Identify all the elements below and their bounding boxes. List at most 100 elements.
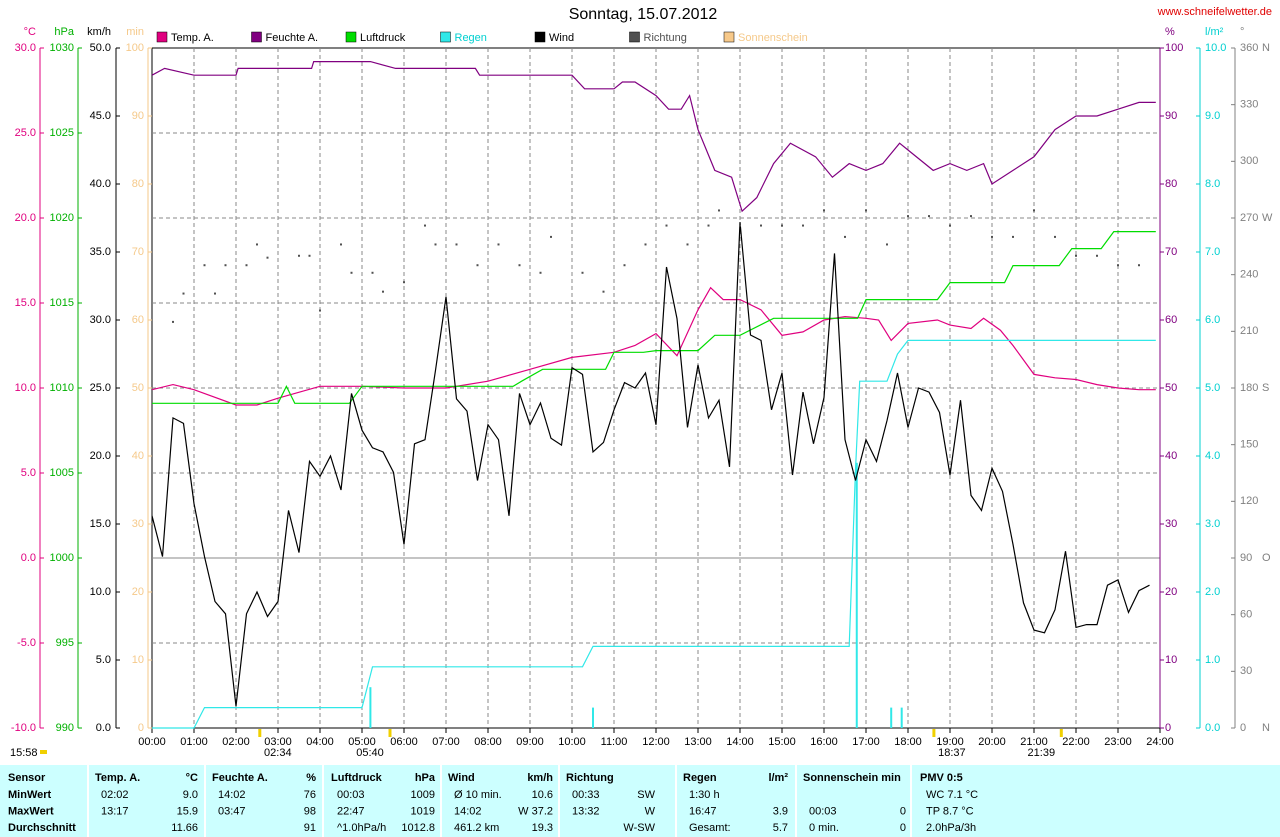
table-cell: 461.2 km (454, 822, 499, 834)
table-cell: 13:17 (101, 805, 129, 817)
rain-bar (855, 462, 858, 728)
table-cell: W-SW (623, 822, 655, 834)
direction-dot (844, 235, 846, 238)
axis-unit: km/h (87, 26, 111, 38)
event-label: 18:37 (938, 747, 966, 759)
time-icon (40, 750, 47, 754)
y-tick-label: 5.0 (21, 467, 36, 479)
x-tick-label: 17:00 (852, 736, 880, 748)
direction-dot (581, 271, 584, 274)
y-tick-label: 25.0 (15, 127, 36, 139)
direction-dot (172, 320, 174, 323)
y-tick-label: 20.0 (90, 450, 111, 462)
table-cell: W 37.2 (518, 805, 553, 817)
x-tick-label: 14:00 (726, 736, 754, 748)
direction-dot (550, 235, 552, 238)
y-tick-label: 50 (1165, 382, 1177, 394)
table-header: Luftdruck (331, 772, 383, 784)
y-tick-label: 1010 (50, 382, 74, 394)
direction-dot (203, 264, 206, 267)
table-header: Wind (448, 772, 475, 784)
x-tick-label: 11:00 (601, 736, 628, 748)
x-tick-label: 12:00 (642, 736, 670, 748)
x-tick-label: 24:00 (1146, 736, 1174, 748)
series-line (151, 61, 1156, 213)
y-tick-label: 995 (56, 637, 74, 649)
y-tick-label: 10.0 (15, 382, 36, 394)
event-marker (258, 729, 262, 737)
x-tick-label: 03:00 (264, 736, 292, 748)
direction-dot (434, 243, 437, 246)
y-tick-label: 0 (138, 722, 144, 734)
compass-label: N (1262, 722, 1270, 734)
direction-dot (298, 254, 300, 257)
table-cell: 9.0 (183, 789, 198, 801)
x-tick-label: 04:00 (306, 736, 334, 748)
y-tick-label: 330 (1240, 99, 1258, 111)
legend-label: Regen (455, 32, 487, 44)
event-marker (388, 729, 392, 737)
legend-label: Sonnenschein (738, 32, 808, 44)
axis-unit: l/m² (1205, 26, 1224, 38)
direction-dot (781, 224, 783, 227)
y-tick-label: 0 (1165, 722, 1171, 734)
table-cell: 11.66 (171, 822, 198, 834)
direction-dot (907, 215, 909, 218)
y-tick-label: 10 (1165, 654, 1177, 666)
table-cell: 91 (304, 822, 316, 834)
y-tick-label: 1030 (50, 42, 74, 54)
compass-label: N (1262, 42, 1270, 54)
x-tick-label: 09:00 (516, 736, 544, 748)
y-tick-label: 990 (56, 722, 74, 734)
direction-dot (707, 224, 710, 227)
y-tick-label: 8.0 (1205, 178, 1220, 190)
y-tick-label: 120 (1240, 495, 1258, 507)
direction-dot (308, 254, 311, 257)
table-cell: 0 (900, 822, 906, 834)
table-background (0, 765, 1280, 837)
y-tick-label: 60 (132, 314, 144, 326)
direction-dot (403, 281, 405, 284)
x-tick-label: 02:00 (222, 736, 250, 748)
table-cell: Gesamt: (689, 822, 731, 834)
y-tick-label: 0 (1240, 722, 1246, 734)
table-unit: l/m² (768, 772, 788, 784)
y-tick-label: 70 (132, 246, 144, 258)
y-tick-label: 45.0 (90, 110, 111, 122)
direction-dot (802, 224, 804, 227)
y-tick-label: 15.0 (15, 297, 36, 309)
y-tick-label: 30 (132, 518, 144, 530)
x-tick-label: 19:00 (936, 736, 964, 748)
x-tick-label: 16:00 (810, 736, 838, 748)
axis-unit: min (126, 26, 144, 38)
direction-dot (823, 209, 825, 212)
direction-dot (1096, 254, 1098, 257)
x-tick-label: 05:00 (348, 736, 376, 748)
y-tick-label: 30 (1165, 518, 1177, 530)
y-tick-label: 360 (1240, 42, 1258, 54)
table-cell: TP 8.7 °C (926, 805, 974, 817)
y-tick-label: 50.0 (90, 42, 111, 54)
x-tick-label: 01:00 (180, 736, 208, 748)
direction-dot (686, 243, 689, 246)
direction-dot (350, 271, 353, 274)
direction-dot (886, 243, 888, 246)
table-cell: 14:02 (218, 789, 246, 801)
legend-swatch (534, 31, 546, 43)
y-tick-label: 6.0 (1205, 314, 1220, 326)
direction-dot (665, 224, 668, 227)
y-tick-label: 30.0 (90, 314, 111, 326)
axis-unit: ° (1240, 26, 1244, 38)
table-cell: 2.0hPa/3h (926, 822, 976, 834)
legend-swatch (156, 31, 168, 43)
table-cell: WC 7.1 °C (926, 789, 978, 801)
x-tick-label: 07:00 (432, 736, 460, 748)
direction-dot (455, 243, 458, 246)
table-cell: 0 (900, 805, 906, 817)
y-tick-label: 35.0 (90, 246, 111, 258)
y-tick-label: 10.0 (1205, 42, 1226, 54)
direction-dot (382, 290, 384, 293)
direction-dot (424, 224, 426, 227)
table-cell: 03:47 (218, 805, 246, 817)
